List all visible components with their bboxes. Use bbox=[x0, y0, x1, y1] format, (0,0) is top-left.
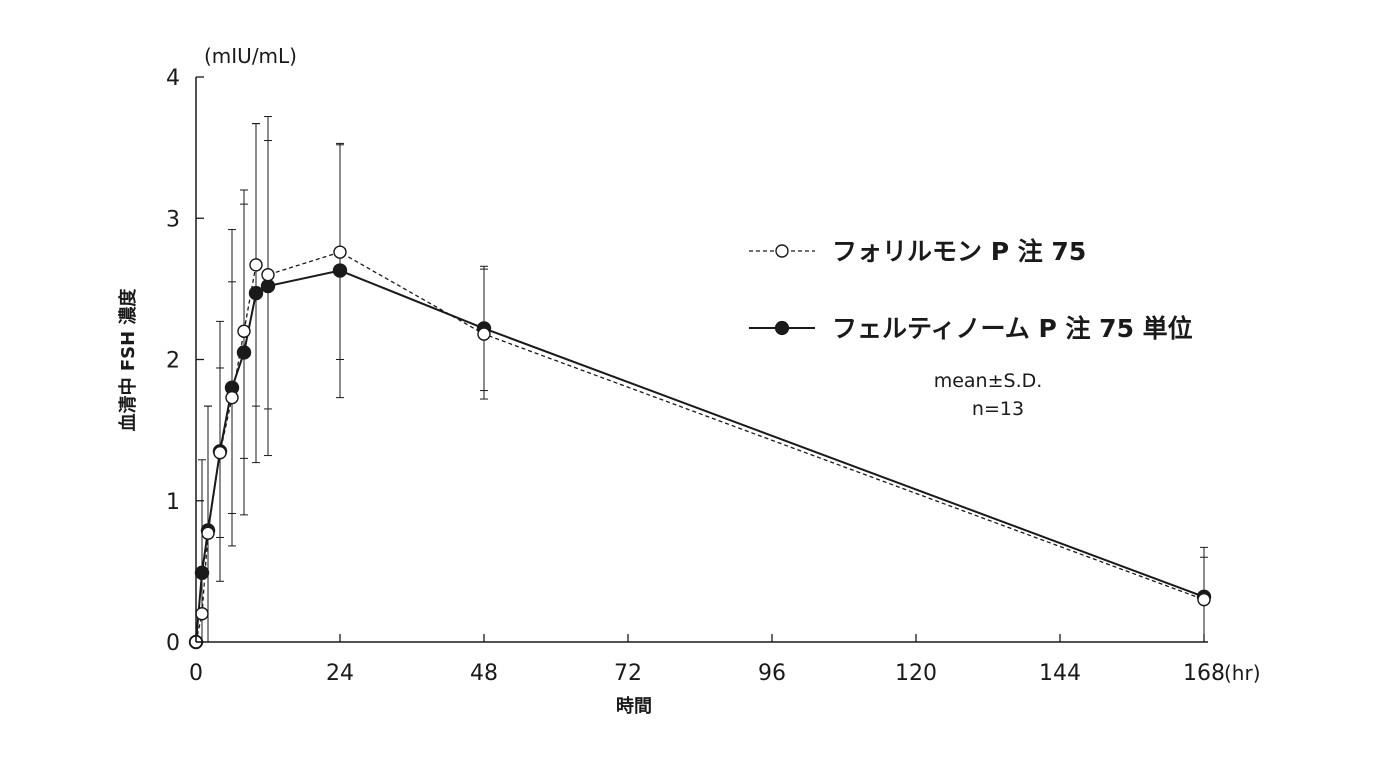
marker-s1-1 bbox=[194, 565, 210, 580]
y-tick-label-4: 4 bbox=[166, 66, 180, 91]
marker-s0-7 bbox=[261, 268, 275, 282]
y-tick-label-0: 0 bbox=[166, 631, 180, 656]
y-tick-label-1: 1 bbox=[166, 490, 180, 515]
x-tick-label-7: 168 bbox=[1183, 661, 1225, 686]
marker-s0-6 bbox=[249, 258, 263, 272]
marker-s0-8 bbox=[333, 245, 347, 259]
legend-item-follymon: フォリルモン P 注 75 bbox=[749, 237, 1086, 266]
marker-s0-3 bbox=[213, 446, 227, 460]
y-unit-label: (mIU/mL) bbox=[204, 44, 297, 68]
x-unit-label: (hr) bbox=[1224, 661, 1261, 685]
series-markers bbox=[188, 245, 1212, 650]
x-tick-label-3: 72 bbox=[614, 661, 642, 686]
marker-s0-10 bbox=[1197, 592, 1211, 607]
y-axis-title: 血清中 FSH 濃度 bbox=[117, 288, 139, 432]
x-axis-title: 時間 bbox=[616, 696, 652, 717]
legend-marker-follymon bbox=[775, 244, 789, 258]
marker-s1-8 bbox=[332, 263, 348, 278]
x-tick-label-0: 0 bbox=[189, 661, 203, 686]
marker-s0-2 bbox=[201, 526, 215, 540]
x-tick-label-4: 96 bbox=[758, 661, 786, 686]
stats-n: n=13 bbox=[972, 398, 1024, 420]
x-tick-label-6: 144 bbox=[1039, 661, 1081, 686]
x-tick-label-2: 48 bbox=[470, 661, 498, 686]
x-ticks: 0 24 48 72 96 120 144 168 bbox=[189, 634, 1225, 686]
marker-s1-7 bbox=[260, 278, 276, 294]
legend-marker-fertinorm bbox=[774, 320, 790, 336]
legend-label-fertinorm: フェルティノーム P 注 75 単位 bbox=[832, 314, 1193, 343]
error-bars bbox=[198, 116, 1208, 642]
y-tick-label-3: 3 bbox=[166, 207, 180, 232]
series-line-0 bbox=[195, 251, 1205, 643]
legend: フォリルモン P 注 75 フェルティノーム P 注 75 単位 mean±S.… bbox=[749, 237, 1193, 420]
marker-s1-6 bbox=[248, 285, 264, 301]
x-tick-label-1: 24 bbox=[326, 661, 354, 686]
y-ticks: 0 1 2 3 4 bbox=[166, 66, 204, 656]
marker-s0-4 bbox=[225, 390, 239, 405]
x-tick-label-5: 120 bbox=[895, 661, 937, 686]
legend-item-fertinorm: フェルティノーム P 注 75 単位 bbox=[749, 314, 1193, 343]
stats-mean-sd: mean±S.D. bbox=[934, 370, 1043, 392]
series-lines bbox=[195, 251, 1205, 643]
legend-label-follymon: フォリルモン P 注 75 bbox=[832, 237, 1086, 266]
marker-s0-5 bbox=[237, 324, 251, 338]
marker-s0-1 bbox=[195, 607, 209, 621]
marker-s1-5 bbox=[236, 345, 252, 360]
marker-s0-9 bbox=[477, 327, 491, 341]
axes: 0 1 2 3 4 0 24 48 72 96 120 144 168 bbox=[166, 66, 1225, 686]
y-tick-label-2: 2 bbox=[166, 349, 180, 374]
